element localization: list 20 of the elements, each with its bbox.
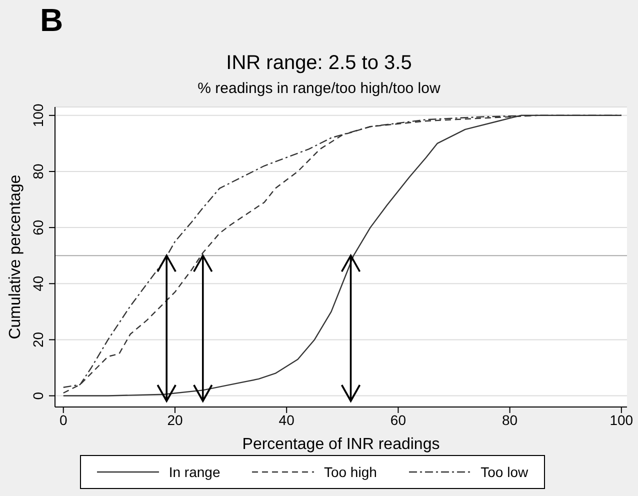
- y-tick-label: 80: [30, 163, 46, 180]
- legend-label: Too high: [324, 464, 377, 480]
- y-tick-label: 60: [30, 220, 46, 236]
- x-tick-label: 80: [502, 412, 518, 428]
- x-axis-title: Percentage of INR readings: [242, 436, 440, 453]
- legend-label: Too low: [480, 464, 528, 480]
- y-axis-title: Cumulative percentage: [7, 174, 24, 340]
- legend-label: In range: [168, 464, 220, 480]
- y-tick-label: 20: [30, 332, 46, 348]
- x-tick-label: 100: [610, 412, 634, 428]
- x-tick-label: 0: [59, 412, 68, 428]
- y-tick-label: 100: [30, 104, 46, 128]
- chart-title: INR range: 2.5 to 3.5: [225, 52, 413, 75]
- x-tick-label: 40: [278, 412, 295, 428]
- text: B: [40, 2, 64, 39]
- chart-subtitle: % readings in range/too high/too low: [196, 80, 442, 97]
- y-tick-label: 40: [30, 276, 46, 292]
- x-tick-label: 20: [167, 412, 183, 428]
- y-tick-label: 0: [30, 392, 46, 400]
- x-tick-label: 60: [390, 412, 406, 428]
